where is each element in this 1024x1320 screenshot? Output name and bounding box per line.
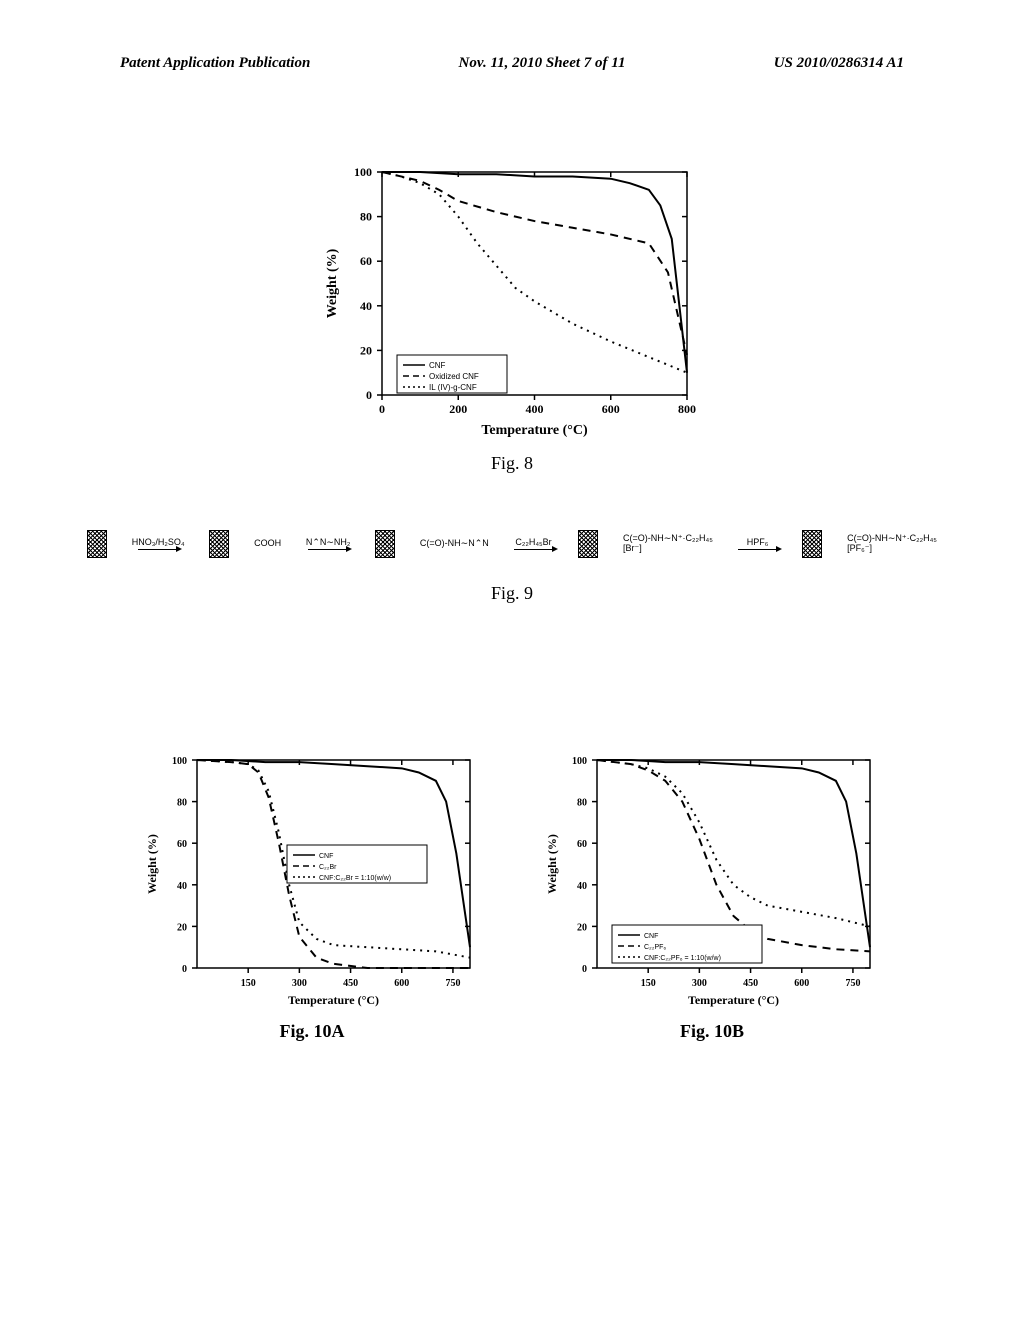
arrow-icon <box>514 549 554 550</box>
svg-text:40: 40 <box>360 299 372 313</box>
arrow-icon <box>308 549 348 550</box>
svg-text:40: 40 <box>177 881 187 892</box>
page-header: Patent Application Publication Nov. 11, … <box>0 55 1024 72</box>
svg-text:20: 20 <box>577 922 587 933</box>
svg-text:100: 100 <box>572 756 587 767</box>
svg-text:CNF: CNF <box>319 853 333 860</box>
svg-text:Temperature (°C): Temperature (°C) <box>688 993 779 1007</box>
svg-text:0: 0 <box>182 964 187 975</box>
svg-text:800: 800 <box>678 402 696 416</box>
svg-text:300: 300 <box>692 978 707 989</box>
svg-text:0: 0 <box>379 402 385 416</box>
header-right: US 2010/0286314 A1 <box>774 55 904 72</box>
product-label-2: C(=O)-NH∼N⁺·C₂₂H₄₅[Br⁻] <box>623 534 713 554</box>
svg-text:600: 600 <box>602 402 620 416</box>
cnf-block <box>578 530 598 558</box>
svg-text:IL (IV)-g-CNF: IL (IV)-g-CNF <box>429 383 477 392</box>
figure-10b: 150 300 450 600 750 0 20 40 60 80 100 Temperature (… <box>542 750 882 1042</box>
svg-text:60: 60 <box>177 839 187 850</box>
fig8-chart: 0 200 400 600 800 0 20 40 60 80 100 Temperature (°C… <box>322 160 702 440</box>
svg-text:0: 0 <box>366 388 372 402</box>
svg-text:450: 450 <box>343 978 358 989</box>
svg-text:600: 600 <box>794 978 809 989</box>
svg-text:20: 20 <box>177 922 187 933</box>
svg-text:80: 80 <box>177 798 187 809</box>
header-center: Nov. 11, 2010 Sheet 7 of 11 <box>459 55 626 72</box>
fig8-caption: Fig. 8 <box>322 453 702 474</box>
svg-text:Oxidized CNF: Oxidized CNF <box>429 372 479 381</box>
arrow-icon <box>738 549 778 550</box>
svg-text:Weight (%): Weight (%) <box>545 834 559 894</box>
svg-text:CNF:C₂₂Br = 1:10(w/w): CNF:C₂₂Br = 1:10(w/w) <box>319 875 391 882</box>
product-label-1: C(=O)-NH∼N⌃N <box>420 539 489 549</box>
reagent-label-1: N⌃N∼NH₂ <box>306 538 351 548</box>
fig10b-chart: 150 300 450 600 750 0 20 40 60 80 100 Temperature (… <box>542 750 882 1010</box>
svg-text:80: 80 <box>360 210 372 224</box>
svg-text:CNF: CNF <box>429 361 446 370</box>
reaction-arrow-0: HNO₃/H₂SO₄ <box>132 538 185 551</box>
reaction-arrow-3: HPF₆ <box>738 538 778 551</box>
svg-text:60: 60 <box>577 839 587 850</box>
svg-text:20: 20 <box>360 343 372 357</box>
svg-text:450: 450 <box>743 978 758 989</box>
svg-text:150: 150 <box>641 978 656 989</box>
svg-text:100: 100 <box>354 165 372 179</box>
svg-text:750: 750 <box>845 978 860 989</box>
cnf-block <box>87 530 107 558</box>
product-label-3: C(=O)-NH∼N⁺·C₂₂H₄₅[PF₆⁻] <box>847 534 937 554</box>
svg-text:CNF:C₂₂PF₆ = 1:10(w/w): CNF:C₂₂PF₆ = 1:10(w/w) <box>644 955 721 962</box>
reagent-label-2: C₂₂H₄₅Br <box>515 538 551 548</box>
fig10a-caption: Fig. 10A <box>142 1021 482 1042</box>
cnf-block <box>375 530 395 558</box>
figure-10a: 150 300 450 600 750 0 20 40 60 80 100 Temperature (… <box>142 750 482 1042</box>
cnf-block <box>802 530 822 558</box>
fig10b-caption: Fig. 10B <box>542 1021 882 1042</box>
svg-text:Weight (%): Weight (%) <box>145 834 159 894</box>
svg-text:750: 750 <box>445 978 460 989</box>
svg-text:200: 200 <box>449 402 467 416</box>
reaction-arrow-2: C₂₂H₄₅Br <box>514 538 554 551</box>
figure-10-row: 150300450600750020406080100Temperature (… <box>0 750 1024 1042</box>
svg-text:400: 400 <box>526 402 544 416</box>
svg-text:60: 60 <box>360 254 372 268</box>
header-left: Patent Application Publication <box>120 55 310 72</box>
svg-text:C₂₂PF₆: C₂₂PF₆ <box>644 944 666 951</box>
reaction-arrow-1: N⌃N∼NH₂ <box>306 538 351 551</box>
svg-text:Temperature (°C): Temperature (°C) <box>288 993 379 1007</box>
product-label-0: COOH <box>254 539 281 549</box>
svg-text:600: 600 <box>394 978 409 989</box>
fig10a-chart: 150 300 450 600 750 0 20 40 60 80 100 Temperature (… <box>142 750 482 1010</box>
arrow-icon <box>138 549 178 550</box>
cnf-block <box>209 530 229 558</box>
figure-9: HNO₃/H₂SO₄ COOH N⌃N∼NH₂ C(=O)-NH∼N⌃N C₂₂… <box>87 530 937 604</box>
svg-text:300: 300 <box>292 978 307 989</box>
reaction-scheme: HNO₃/H₂SO₄ COOH N⌃N∼NH₂ C(=O)-NH∼N⌃N C₂₂… <box>87 530 937 558</box>
svg-text:Weight (%): Weight (%) <box>325 248 340 318</box>
svg-text:40: 40 <box>577 881 587 892</box>
svg-text:100: 100 <box>172 756 187 767</box>
svg-text:CNF: CNF <box>644 933 658 940</box>
svg-text:Temperature (°C): Temperature (°C) <box>481 423 588 438</box>
figure-8: 0 200 400 600 800 0 20 40 60 80 100 Temperature (°C… <box>322 160 702 474</box>
fig9-caption: Fig. 9 <box>87 583 937 604</box>
svg-text:0: 0 <box>582 964 587 975</box>
svg-text:80: 80 <box>577 798 587 809</box>
svg-text:C₂₂Br: C₂₂Br <box>319 864 337 871</box>
reagent-label-3: HPF₆ <box>747 538 769 548</box>
svg-text:150: 150 <box>241 978 256 989</box>
